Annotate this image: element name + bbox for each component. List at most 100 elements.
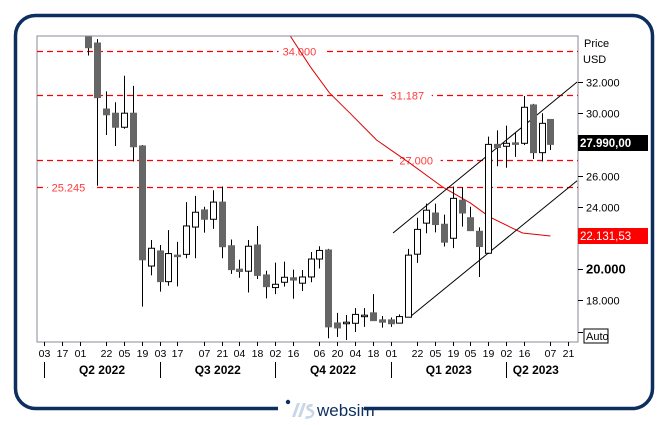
candle — [174, 241, 181, 287]
horizontal-line-label: 34.000 — [283, 47, 317, 59]
candle — [148, 240, 155, 276]
candle — [512, 132, 519, 157]
quarter-label: Q3 2022 — [195, 363, 241, 377]
date-tick-label: 02 — [270, 348, 282, 360]
candle — [459, 187, 466, 227]
quarter-label: Q2 2022 — [79, 363, 125, 377]
date-tick-label: 01 — [75, 348, 87, 360]
candle — [432, 203, 439, 233]
candle-body-down — [157, 250, 164, 283]
candle-body-up — [148, 247, 155, 267]
horizontal-line-label: 31.187 — [391, 91, 425, 103]
date-tick-label: 03 — [39, 348, 51, 360]
candle — [485, 136, 492, 255]
candle — [379, 315, 386, 328]
price-tick-label: 24.000 — [586, 203, 620, 215]
candle-body-up — [405, 254, 412, 318]
date-tick-label: 01 — [386, 348, 398, 360]
price-tick-label: 26.000 — [586, 172, 620, 184]
candle-body-up — [183, 225, 190, 255]
candle — [450, 186, 457, 249]
date-tick-label: 05 — [119, 348, 131, 360]
price-axis-unit: USD — [583, 54, 606, 66]
candle — [396, 314, 403, 324]
candle-body-up — [210, 201, 217, 220]
candle-body-down — [325, 249, 332, 328]
candle — [370, 294, 377, 322]
date-tick-label: 04 — [234, 348, 246, 360]
date-tick-label: 07 — [199, 348, 211, 360]
candle — [112, 102, 119, 146]
horizontal-line-label-bg — [47, 183, 93, 192]
horizontal-line-label-bg — [386, 91, 432, 100]
candle — [334, 312, 341, 338]
candle-body-up — [450, 197, 457, 239]
candle — [343, 315, 350, 340]
candle-body-down — [228, 245, 235, 271]
time-axis: 03 17 01 22 05 19 03 17 07 21 04 18 02 16 06 20 04 18 01 22… — [39, 342, 574, 378]
candle — [183, 202, 190, 259]
candles — [85, 36, 554, 340]
date-tick-label: 05 — [465, 348, 477, 360]
candle-body-down — [441, 223, 448, 243]
logo-dot-icon — [285, 399, 291, 405]
candle-body-down — [432, 212, 439, 226]
candle-body-down — [201, 209, 208, 220]
date-tick-label: 18 — [368, 348, 380, 360]
logo-slash-icon — [292, 403, 315, 419]
candle-body-down — [236, 268, 243, 273]
candle-body-down — [263, 274, 270, 288]
candle-body-up — [343, 321, 350, 325]
candle-body-up — [245, 245, 252, 272]
date-tick-label: 19 — [448, 348, 460, 360]
candle — [157, 244, 164, 292]
candle-body-down — [334, 322, 341, 329]
candle-body-down — [379, 319, 386, 323]
candle-body-up — [308, 258, 315, 278]
candle — [210, 190, 217, 229]
price-tick-label: 30.000 — [586, 109, 620, 121]
date-tick-label: 02 — [501, 348, 513, 360]
moving-average-tag: 22.131,53 — [578, 228, 648, 244]
candle — [308, 252, 315, 283]
candle-body-up — [414, 228, 421, 255]
candle — [539, 113, 546, 162]
candle-body-up — [503, 142, 510, 147]
candle — [165, 230, 172, 286]
plot-area[interactable] — [36, 35, 579, 343]
candle — [272, 262, 279, 295]
candle-body-up — [316, 249, 323, 260]
candle-body-down — [388, 319, 395, 325]
date-tick-label: 22 — [412, 348, 424, 360]
candle — [325, 248, 332, 339]
date-tick-label: 19 — [137, 348, 149, 360]
candle — [254, 225, 261, 279]
candle — [299, 269, 306, 291]
price-tick-label: 18.000 — [586, 296, 620, 308]
date-tick-label: 19 — [483, 348, 495, 360]
candle-body-up — [299, 276, 306, 284]
auto-scale-button[interactable]: Auto — [583, 328, 609, 344]
candle-body-up — [539, 122, 546, 154]
candle — [85, 36, 92, 56]
candle-body-up — [521, 106, 528, 144]
candle — [245, 240, 252, 293]
candle-body-up — [192, 211, 199, 228]
candle-body-down — [512, 142, 519, 145]
candle — [414, 217, 421, 263]
quarter-label: Q4 2022 — [310, 363, 356, 377]
candle-body-up — [485, 143, 492, 254]
logo-wordmark: websim — [316, 401, 375, 420]
candle-body-down — [370, 312, 377, 322]
candle-body-down — [219, 201, 226, 248]
candle-body-up — [281, 276, 288, 283]
candle — [405, 248, 412, 318]
candle-body-down — [94, 42, 101, 99]
candle-body-down — [174, 254, 181, 258]
moving-average-line — [289, 36, 551, 237]
candle — [476, 227, 483, 277]
quarter-label: Q2 2023 — [513, 363, 559, 377]
candle-body-down — [467, 217, 474, 232]
date-tick-label: 04 — [350, 348, 362, 360]
candle — [423, 203, 430, 234]
